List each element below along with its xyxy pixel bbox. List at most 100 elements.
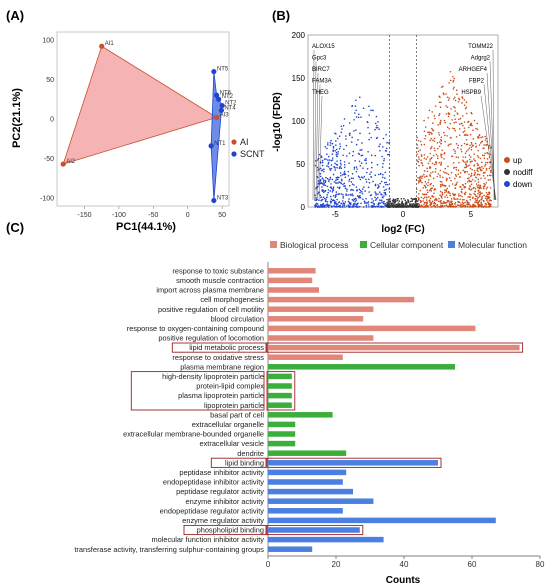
volcano-x-tick-label: -5 [332,210,340,219]
go-legend-swatch [360,241,367,248]
go-bar-highlight [266,342,524,353]
go-term-label: dendrite [237,449,264,458]
go-bar [268,364,455,370]
pca-point-label: NT2 [222,94,234,100]
go-bar [268,316,364,322]
volcano-y-axis-label: -log10 (FDR) [272,92,283,151]
go-term-label: plasma membrane region [180,362,264,371]
volcano-gene-leader [317,84,321,201]
pca-point [216,96,222,102]
volcano-gene-label: Adgrg2 [471,56,491,62]
volcano-gene-leader [483,84,496,201]
go-bar [268,421,296,428]
volcano-fc-thresholds [389,35,417,207]
pca-x-axis-label: PC1(44.1%) [116,221,176,233]
volcano-point-clouds [314,70,493,208]
go-term-label: basal part of cell [210,410,264,419]
go-term-label: import across plasma membrane [156,286,264,295]
go-term-label: extracellular vesicle [200,439,265,448]
pca-legend-swatch [231,139,237,145]
pca-point [214,114,220,121]
go-bar [268,460,438,466]
volcano-y-tick-label: 100 [292,117,306,126]
go-bar [268,354,343,360]
volcano-legend-label: nodiff [513,168,533,177]
go-bars [268,268,520,552]
go-x-tick-label: 40 [400,560,409,569]
go-term-group-highlight [130,371,265,411]
volcano-y-tick-label: 0 [301,203,306,212]
go-term-label: positive regulation of locomotion [158,334,264,343]
go-term-label: response to oxygen-containing compound [127,324,264,333]
pca-point-label: AI3 [220,112,230,118]
go-bar [268,306,374,312]
pca-point-label: NT5 [217,67,229,73]
pca-point-label: NT1 [214,141,226,147]
go-term-label: enzyme regulator activity [182,516,264,525]
go-bar-highlight [266,457,442,468]
volcano-gene-label: FBP2 [469,79,485,85]
pca-hull-ai [62,45,218,165]
pca-x-tick-label: 0 [186,212,190,219]
pca-x-tick-label: -50 [148,212,158,219]
volcano-gene-label: FAM3A [312,79,332,85]
go-term-label: extracellular organelle [192,420,264,429]
go-bar [268,402,292,408]
volcano-legend-label: up [513,156,522,165]
pca-legend-label: AI [240,137,249,147]
go-x-tick-label: 0 [266,560,271,569]
pca-y-tick-label: 100 [42,37,54,44]
volcano-gene-label: BIRC7 [312,67,330,73]
pca-y-tick-label: -100 [40,196,54,203]
pca-point [60,161,66,167]
volcano-x-tick-label: 5 [469,210,474,219]
volcano-gene-leader [486,72,496,201]
go-term-label: lipid binding [225,458,264,467]
volcano-x-axis-label: log2 (FC) [381,224,424,235]
volcano-legend: up nodiff down [504,156,533,189]
volcano-gene-label: HSPB9 [461,90,481,96]
pca-group-hulls [62,45,223,201]
go-term-label: blood circulation [211,314,264,323]
go-bar [268,373,292,380]
pca-point [99,43,105,49]
go-term-label: cell morphogenesis [200,295,264,304]
go-term-label: endopeptidase inhibitor activity [163,478,264,487]
go-bar [268,268,316,274]
volcano-gene-leader [489,61,495,201]
go-term-label: smooth muscle contraction [176,276,264,285]
go-legend-label: Molecular function [458,240,527,250]
pca-axis-ticks: -150 -100 -50 0 50 -100 -50 0 50 100 [40,37,226,219]
go-term-label: peptidase regulator activity [176,487,264,496]
go-bar [268,335,374,341]
go-term-label: high-density lipoprotein particle [162,372,264,381]
panel-c: (C) Biological process Cellular component… [6,220,545,586]
pca-plot-frame [56,31,230,207]
go-bar [268,498,374,504]
volcano-gene-leader [318,95,323,201]
volcano-nodiff-points [386,197,421,208]
volcano-gene-label: THEG [312,90,329,96]
volcano-legend-swatch [504,157,510,163]
go-x-tick-label: 60 [468,560,477,569]
go-term-label: positive regulation of cell motility [158,305,264,314]
go-bar [268,431,296,437]
pca-point-label: NT3 [217,195,229,201]
go-x-tick-label: 20 [332,560,341,569]
go-bar-highlight [266,524,364,536]
go-term-label: endopeptidase regulator activity [160,506,265,515]
pca-point-label: NT2 [225,101,237,107]
go-term-label: plasma lipoprotein particle [178,391,264,400]
go-axis: 0 20 40 60 80 [266,262,545,569]
go-bar [268,440,296,447]
go-bar [268,325,476,332]
go-term-label: response to oxidative stress [172,353,264,362]
go-bar [268,383,292,389]
pca-point-label: AI1 [105,41,115,47]
volcano-gene-leader [312,49,315,201]
